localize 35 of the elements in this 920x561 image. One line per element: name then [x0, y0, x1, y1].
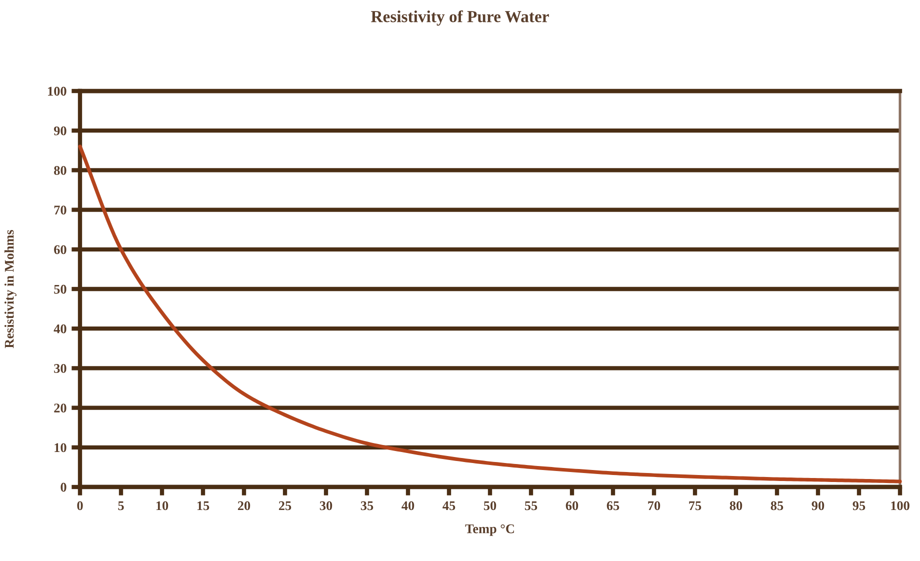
x-tick-label: 25	[278, 501, 292, 510]
x-tick-label: 45	[442, 501, 456, 510]
y-tick-label: 40	[54, 324, 66, 334]
x-tick-label: 50	[484, 501, 496, 510]
x-tick-label: 15	[197, 501, 210, 510]
x-tick-label: 55	[524, 501, 538, 510]
x-tick-label: 100	[891, 501, 910, 510]
x-tick-label: 95	[852, 501, 866, 510]
y-axis-title: Resistivity in Mohms	[4, 230, 16, 348]
x-tick-label: 75	[689, 501, 702, 510]
x-tick-label: 80	[730, 501, 742, 510]
y-tick-label: 60	[54, 245, 66, 254]
x-tick-label: 20	[238, 501, 250, 510]
y-tick-label: 10	[54, 443, 66, 452]
y-tick-label: 100	[48, 86, 66, 96]
y-tick-label: 30	[54, 364, 66, 373]
x-tick-label: 60	[566, 501, 578, 510]
x-tick-label: 35	[360, 501, 374, 510]
y-tick-label: 80	[54, 166, 66, 175]
y-tick-label: 90	[54, 126, 66, 136]
x-tick-label: 40	[402, 501, 414, 510]
x-tick-label: 65	[606, 501, 620, 510]
x-tick-label: 5	[118, 501, 124, 510]
x-tick-label: 30	[320, 501, 332, 510]
y-tick-label: 70	[54, 206, 66, 215]
x-tick-label: 70	[648, 501, 660, 510]
x-axis-title: Temp °C	[465, 524, 514, 536]
y-tick-label: 50	[54, 284, 66, 294]
y-tick-label: 0	[60, 482, 66, 492]
chart-title: Resistivity of Pure Water	[371, 10, 549, 26]
x-tick-label: 90	[812, 501, 824, 510]
x-tick-label: 0	[77, 501, 83, 510]
y-tick-label: 20	[54, 404, 66, 413]
x-tick-label: 10	[156, 501, 168, 510]
x-tick-label: 85	[770, 501, 784, 510]
